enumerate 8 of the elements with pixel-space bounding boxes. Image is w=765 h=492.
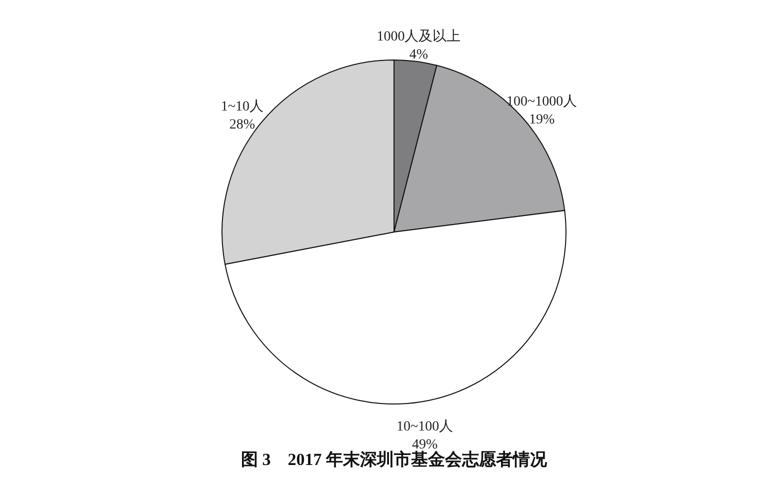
data-label: 28% (229, 117, 256, 132)
slice-label: 1~10人 (220, 98, 264, 114)
slice-label: 100~1000人 (506, 94, 578, 110)
slice-label: 1000人及以上 (376, 28, 461, 45)
slice-label: 10~100人 (396, 418, 454, 435)
data-label: 4% (409, 48, 428, 63)
text: 图 3 2017 年末深圳市基金会志愿者情况 (241, 450, 548, 469)
data-label: 19% (528, 112, 555, 128)
